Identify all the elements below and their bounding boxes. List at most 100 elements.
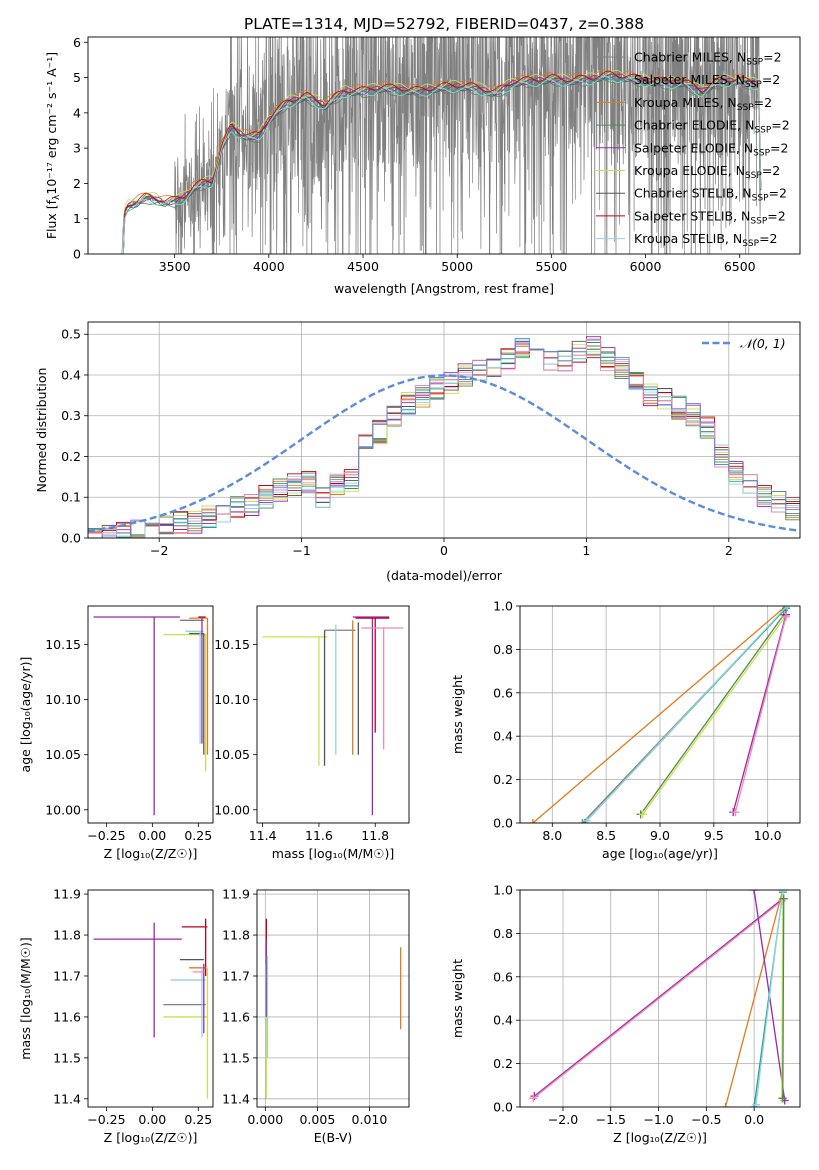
mass_weight_vs_Z-xtick-label-4: 0.0 (744, 1112, 764, 1127)
spectrum-model-line-8 (123, 76, 762, 254)
spectrum-legend-label-2: Kroupa MILES, NSSP=2 (634, 95, 772, 113)
age_vs_mass-ytick-label-0: 10.00 (214, 802, 250, 817)
spectrum-legend-name-7: Salpeter STELIB, N (634, 208, 750, 223)
age_vs_Z-ytick-label-1: 10.05 (45, 747, 81, 762)
spectrum-legend-suffix-3: =2 (771, 118, 789, 133)
mass_weight_vs_Z-marker-2-0 (721, 1103, 730, 1107)
mass_vs_ebv-xlabel: E(B-V) (314, 1130, 353, 1145)
residuals-chart: −2 −1 0 1 2 0.0 0.1 0.2 0.3 0.4 0.5 (data-model)/er… (34, 321, 801, 583)
age_vs_mass-chart: 11.4 11.6 11.8 10.00 10.05 10.10 10.15 mass [lo… (214, 605, 410, 861)
mass_weight_vs_age-marker-7-0 (731, 808, 740, 817)
mass_weight_vs_age-chart: 8.0 8.5 9.0 9.5 10.0 0.0 0.2 0.4 0.6 0.8 1.0 age [l… (450, 599, 801, 861)
mass_weight_vs_Z-ytick-label-2: 0.4 (493, 1013, 513, 1028)
spectrum-legend-sub-2: SSP (737, 103, 754, 113)
mass_weight_vs_Z-ytick-label-3: 0.6 (493, 969, 513, 984)
age_vs_Z-ytick-label-3: 10.15 (45, 637, 81, 652)
age_vs_Z-plot-area (93, 616, 209, 816)
mass_vs_ebv-xtick-label-0: 0.000 (247, 1112, 283, 1127)
spectrum-legend-name-1: Salpeter MILES, N (634, 72, 745, 87)
spectrum-ytick-label-1: 1 (73, 211, 81, 226)
spectrum-legend-sub-4: SSP (753, 148, 770, 158)
mass_weight_vs_Z-ytick-label-0: 0.0 (493, 1100, 513, 1115)
age_vs_Z-xtick-label-0: −0.25 (87, 828, 125, 843)
spectrum-model-line-4 (123, 73, 762, 254)
age_vs_Z-chart: −0.25 0.00 0.25 10.00 10.05 10.10 10.15 Z [log₁… (18, 605, 214, 861)
age_vs_mass-plot-area (262, 616, 404, 816)
mass_weight_vs_age-ytick-label-0: 0.0 (493, 816, 513, 831)
residual-histogram-10 (88, 337, 800, 538)
age_vs_mass-xtick-label-0: 11.4 (249, 828, 277, 843)
figure-title: PLATE=1314, MJD=52792, FIBERID=0437, z=0… (244, 15, 644, 33)
mass_vs_ebv-xtick-label-1: 0.005 (299, 1112, 335, 1127)
mass_weight_vs_age-segment-3 (586, 606, 788, 822)
spectrum-model-line-1 (123, 74, 762, 254)
mass_vs_ebv-ytick-label-5: 11.9 (222, 887, 250, 902)
residuals-ytick-label-2: 0.2 (61, 449, 81, 464)
residuals-ytick-label-5: 0.5 (61, 327, 81, 342)
mass_vs_Z-ytick-label-3: 11.7 (53, 968, 81, 983)
spectrum-legend-suffix-1: =2 (762, 72, 780, 87)
spectrum-legend-suffix-8: =2 (759, 231, 777, 246)
residual-histogram-7 (88, 348, 800, 538)
spectrum-legend-name-2: Kroupa MILES, N (634, 95, 737, 110)
age_vs_Z-xlabel: Z [log₁₀(Z/Z☉)] (104, 846, 198, 861)
spectrum-model-line-7 (123, 70, 762, 254)
spectrum-legend-sub-0: SSP (746, 58, 763, 68)
mass_weight_vs_Z-marker-1-0 (529, 1094, 538, 1103)
spectrum-legend-label-3: Chabrier ELODIE, NSSP=2 (634, 118, 790, 136)
mass_weight_vs_Z-marker-3-0 (750, 890, 759, 894)
mass_vs_Z-xtick-label-0: −0.25 (87, 1112, 125, 1127)
mass_vs_ebv-ytick-label-4: 11.8 (222, 928, 250, 943)
spectrum-data-line (120, 37, 761, 254)
residual-histogram-8 (88, 339, 800, 538)
mass_weight_vs_Z-segment-2 (724, 890, 784, 1107)
mass_weight_vs_Z-ytick-label-5: 1.0 (493, 883, 513, 898)
mass_weight_vs_Z-ytick-label-4: 0.8 (493, 926, 513, 941)
age_vs_mass-ytick-label-1: 10.05 (214, 747, 250, 762)
spectrum-legend-sub-1: SSP (745, 80, 762, 90)
mass_weight_vs_Z-segment-7 (782, 898, 785, 1099)
mass_weight_vs_age-ytick-label-4: 0.8 (493, 642, 513, 657)
spectrum-legend-label-6: Chabrier STELIB, NSSP=2 (634, 186, 787, 204)
mass_weight_vs_Z-ytick-label-1: 0.2 (493, 1056, 513, 1071)
mass_vs_ebv-ytick-label-0: 11.4 (222, 1091, 250, 1106)
mass_weight_vs_Z-plot-area (529, 890, 789, 1107)
spectrum-model-line-6 (123, 73, 762, 254)
spectrum-legend-suffix-7: =2 (767, 208, 785, 223)
spectrum-ylabel-main: Flux [f (44, 199, 59, 239)
spectrum-legend-name-5: Kroupa ELODIE, N (634, 163, 745, 178)
mass_vs_Z-xtick-label-1: 0.00 (138, 1112, 166, 1127)
mass_vs_Z-xlabel: Z [log₁₀(Z/Z☉)] (104, 1130, 198, 1145)
mass_vs_ebv-plot-area (265, 918, 402, 1099)
residuals-xtick-label-1: −1 (292, 543, 310, 558)
mass_weight_vs_Z-marker-5-1 (778, 890, 787, 894)
mass_weight_vs_age-segment-5 (642, 616, 786, 815)
mass_weight_vs_Z-ylabel: mass weight (450, 959, 465, 1038)
mass_weight_vs_Z-marker-5-0 (752, 1100, 761, 1107)
mass_vs_ebv-ytick-label-3: 11.7 (222, 968, 250, 983)
mass_weight_vs_age-marker-3-1 (783, 606, 792, 610)
mass_weight_vs_Z-xtick-label-3: −0.5 (691, 1112, 721, 1127)
mass_weight_vs_Z-marker-7-1 (779, 894, 788, 903)
mass_weight_vs_age-segment-0 (532, 606, 787, 823)
mass_vs_ebv-chart: 0.000 0.005 0.010 11.4 11.5 11.6 11.7 11.8 11.9 E… (222, 887, 410, 1145)
spectrum-ytick-label-6: 6 (73, 35, 81, 50)
mass_vs_Z-ylabel: mass [log₁₀(M/M☉)] (18, 937, 33, 1059)
mass_weight_vs_Z-segment-6 (781, 898, 784, 1099)
mass_weight_vs_Z-xtick-label-2: −1.0 (643, 1112, 673, 1127)
mass_vs_Z-ytick-label-2: 11.6 (53, 1009, 81, 1024)
mass_vs_Z-ytick-label-0: 11.4 (53, 1091, 81, 1106)
spectrum-legend-sub-6: SSP (752, 194, 769, 204)
mass_weight_vs_age-marker-0-0 (528, 819, 537, 823)
mass_weight_vs_Z-marker-7-0 (778, 1094, 787, 1103)
spectrum-legend-suffix-2: =2 (754, 95, 772, 110)
mass_weight_vs_age-segment-6 (732, 614, 787, 813)
spectrum-xtick-label-5: 6000 (630, 259, 662, 274)
age_vs_mass-frame (256, 605, 410, 824)
spectrum-ylabel-rest: 10⁻¹⁷ erg cm⁻² s⁻¹ A⁻¹] (44, 52, 59, 195)
spectrum-ytick-label-0: 0 (73, 247, 81, 262)
age_vs_mass-xlabel: mass [log₁₀(M/M☉)] (272, 846, 394, 861)
mass_weight_vs_age-marker-3-0 (582, 816, 591, 823)
spectrum-legend-label-5: Kroupa ELODIE, NSSP=2 (634, 163, 780, 181)
mass_vs_Z-plot-area (93, 918, 209, 1099)
